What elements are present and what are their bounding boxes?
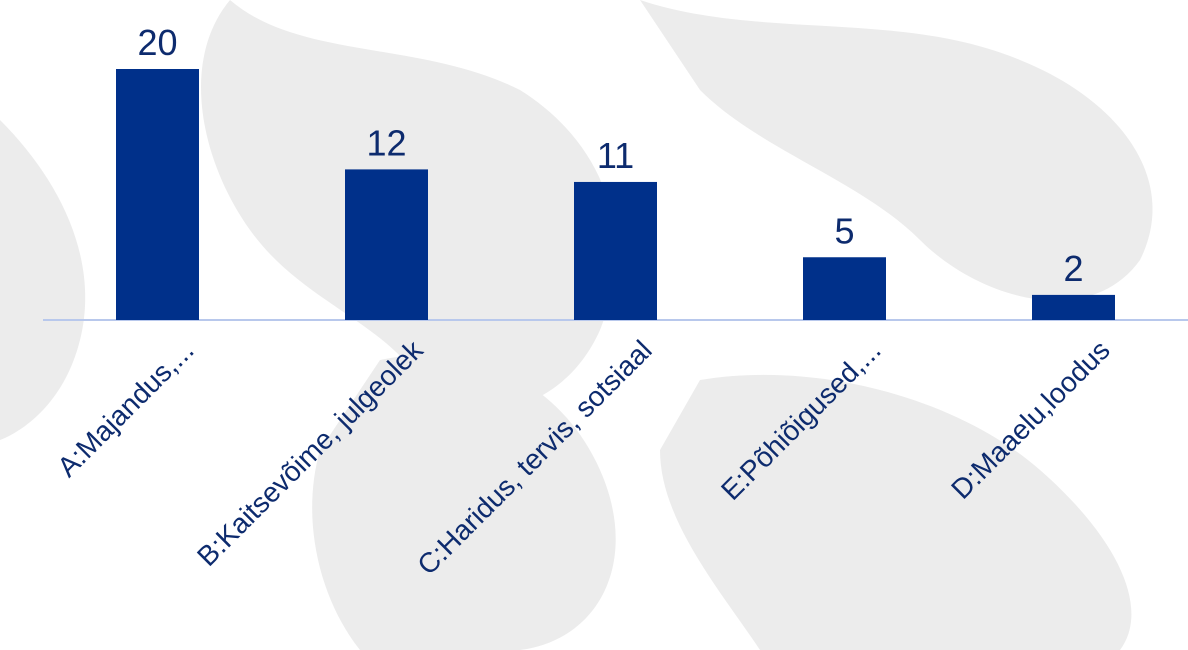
value-label: 2 — [1063, 248, 1083, 289]
value-label: 12 — [366, 122, 406, 163]
bar — [1032, 294, 1115, 320]
value-label: 11 — [597, 135, 634, 176]
background-watermark — [0, 0, 1153, 650]
value-label: 5 — [834, 210, 854, 251]
value-label: 20 — [137, 22, 177, 63]
bar — [803, 257, 886, 320]
bar — [116, 69, 199, 320]
bar — [574, 181, 657, 320]
bar — [345, 169, 428, 320]
